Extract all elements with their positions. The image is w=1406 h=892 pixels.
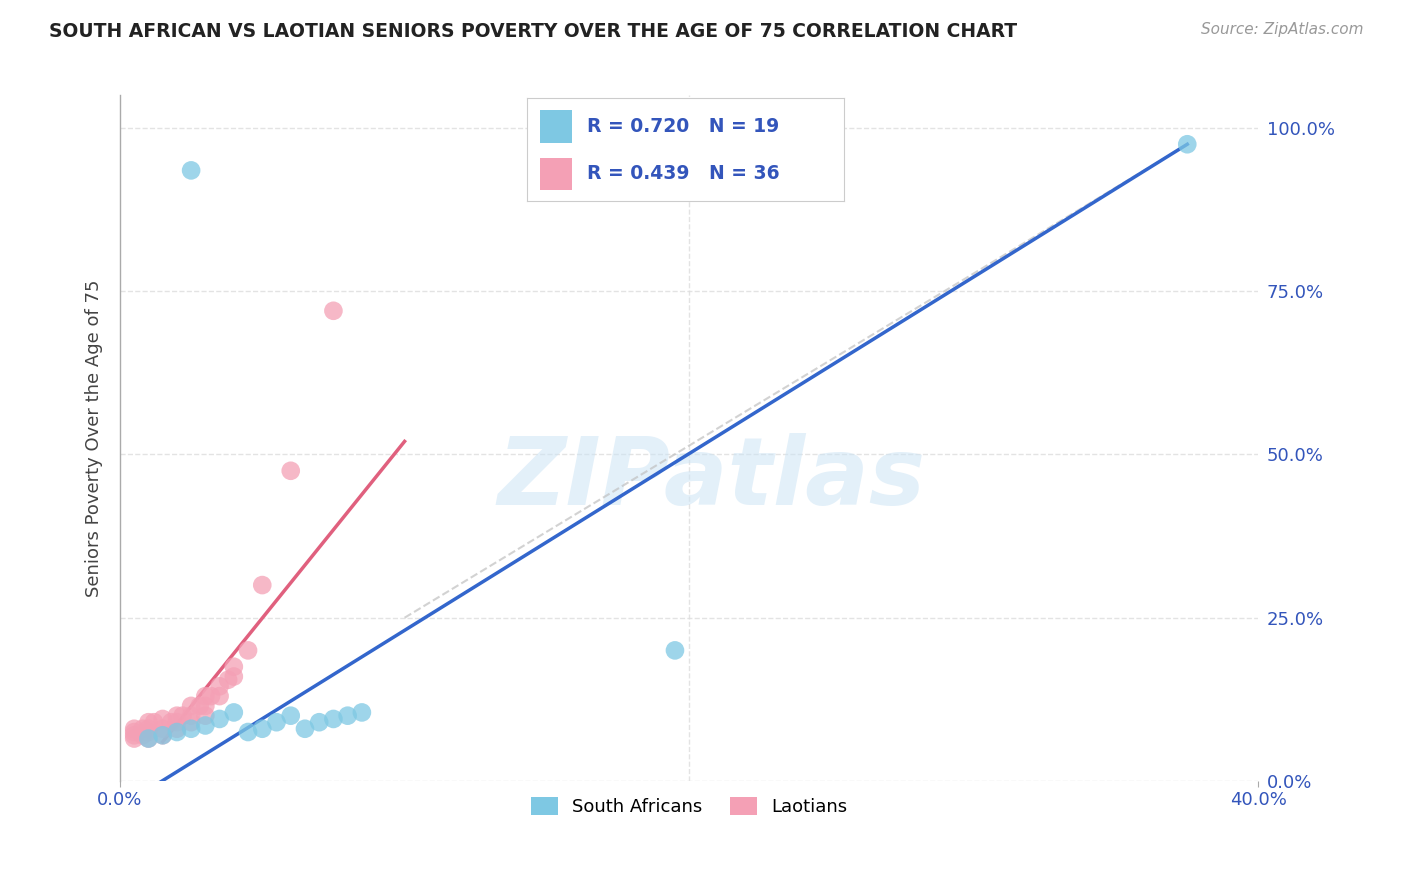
Point	[280, 708, 302, 723]
Y-axis label: Seniors Poverty Over the Age of 75: Seniors Poverty Over the Age of 75	[86, 279, 103, 597]
Point	[138, 731, 160, 746]
Point	[350, 706, 373, 720]
FancyBboxPatch shape	[540, 158, 571, 190]
Point	[143, 715, 166, 730]
Point	[180, 722, 202, 736]
Point	[664, 643, 686, 657]
Point	[266, 715, 288, 730]
Point	[160, 715, 183, 730]
Point	[180, 708, 202, 723]
Point	[122, 728, 145, 742]
FancyBboxPatch shape	[540, 111, 571, 144]
Point	[138, 715, 160, 730]
Point	[308, 715, 330, 730]
Point	[294, 722, 316, 736]
Point	[122, 731, 145, 746]
Point	[236, 643, 259, 657]
Point	[152, 728, 174, 742]
Point	[166, 715, 188, 730]
Point	[322, 712, 344, 726]
Point	[132, 728, 155, 742]
Point	[200, 689, 222, 703]
Point	[122, 722, 145, 736]
Point	[180, 715, 202, 730]
Point	[1175, 137, 1198, 152]
Point	[222, 669, 245, 683]
Point	[194, 718, 217, 732]
Text: ZIPatlas: ZIPatlas	[498, 434, 927, 525]
Point	[194, 698, 217, 713]
Point	[152, 722, 174, 736]
Point	[138, 722, 160, 736]
Point	[222, 659, 245, 673]
Text: R = 0.720   N = 19: R = 0.720 N = 19	[588, 118, 779, 136]
Text: R = 0.439   N = 36: R = 0.439 N = 36	[588, 163, 780, 183]
Point	[180, 163, 202, 178]
Point	[194, 689, 217, 703]
Point	[166, 722, 188, 736]
Point	[208, 712, 231, 726]
Point	[172, 708, 194, 723]
Point	[152, 728, 174, 742]
Point	[122, 725, 145, 739]
Point	[166, 725, 188, 739]
Point	[188, 698, 211, 713]
Point	[208, 689, 231, 703]
Point	[322, 303, 344, 318]
Point	[166, 708, 188, 723]
Point	[132, 722, 155, 736]
Point	[194, 708, 217, 723]
Point	[217, 673, 239, 687]
Point	[138, 731, 160, 746]
Point	[152, 712, 174, 726]
Point	[180, 698, 202, 713]
Point	[208, 679, 231, 693]
Point	[222, 706, 245, 720]
Text: SOUTH AFRICAN VS LAOTIAN SENIORS POVERTY OVER THE AGE OF 75 CORRELATION CHART: SOUTH AFRICAN VS LAOTIAN SENIORS POVERTY…	[49, 22, 1018, 41]
Text: Source: ZipAtlas.com: Source: ZipAtlas.com	[1201, 22, 1364, 37]
Legend: South Africans, Laotians: South Africans, Laotians	[523, 789, 855, 823]
Point	[252, 578, 274, 592]
Point	[252, 722, 274, 736]
Point	[236, 725, 259, 739]
Point	[336, 708, 359, 723]
Point	[138, 725, 160, 739]
Point	[280, 464, 302, 478]
